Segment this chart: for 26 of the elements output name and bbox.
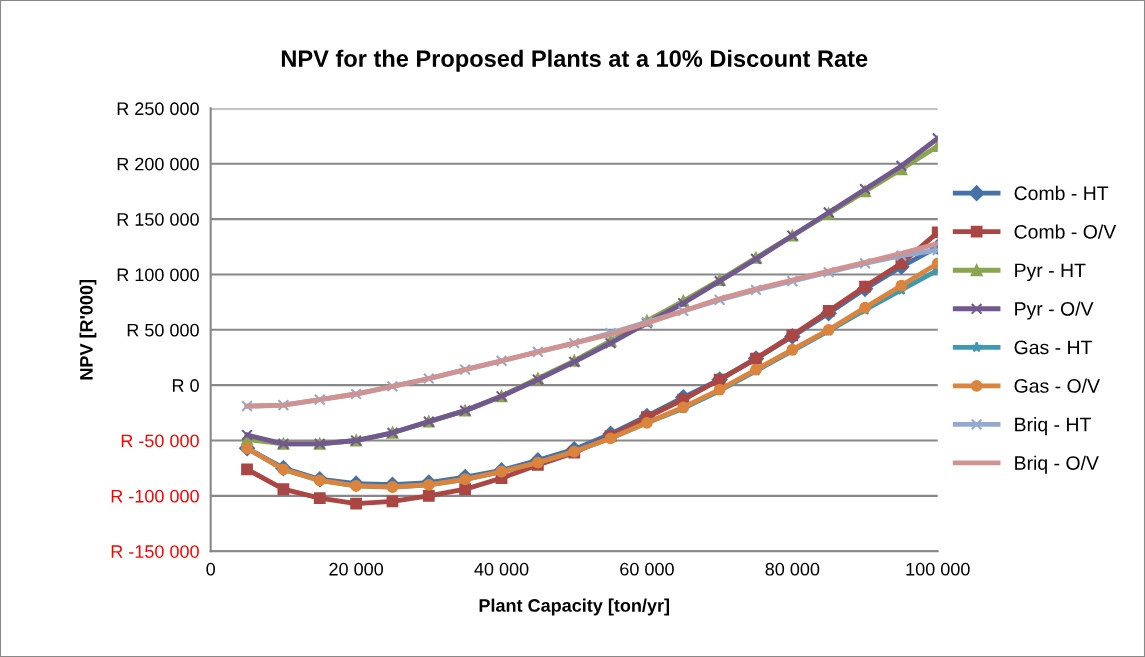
- legend-label: Gas - HT: [1014, 340, 1092, 355]
- x-tick-label: 0: [206, 562, 215, 576]
- y-axis-title: NPV [R'000]: [79, 280, 97, 380]
- x-tick-label: 40 000: [474, 562, 529, 576]
- legend-label: Briq - HT: [1015, 417, 1091, 436]
- x-tick-label: 20 000: [329, 562, 383, 576]
- legend-label: Briq - O/V: [1015, 455, 1099, 474]
- chart-title: NPV for the Proposed Plants at a 10% Discount Rate: [281, 49, 868, 72]
- y-tick-label: R -150 000: [111, 545, 199, 558]
- y-tick-label: R 0: [172, 379, 199, 392]
- legend-label: Comb - O/V: [1014, 224, 1117, 239]
- y-tick-label: R 100 000: [117, 268, 199, 282]
- legend-label: Comb - HT: [1014, 185, 1109, 201]
- y-tick-label: R -100 000: [111, 489, 199, 503]
- y-tick-label: R 250 000: [117, 102, 199, 116]
- x-axis-title: Plant Capacity [ton/yr]: [479, 598, 670, 616]
- legend-label: Pyr - O/V: [1015, 301, 1094, 320]
- x-tick-label: 80 000: [765, 562, 820, 576]
- legend-label: Pyr - HT: [1015, 263, 1086, 282]
- x-tick-label: 100 000: [906, 562, 970, 576]
- legend-label: Gas - O/V: [1014, 378, 1100, 393]
- y-tick-label: R -50 000: [121, 434, 199, 448]
- x-tick-label: 60 000: [620, 562, 674, 576]
- y-tick-label: R 50 000: [127, 323, 199, 337]
- y-tick-label: R 200 000: [117, 157, 199, 171]
- y-tick-label: R 150 000: [117, 213, 199, 226]
